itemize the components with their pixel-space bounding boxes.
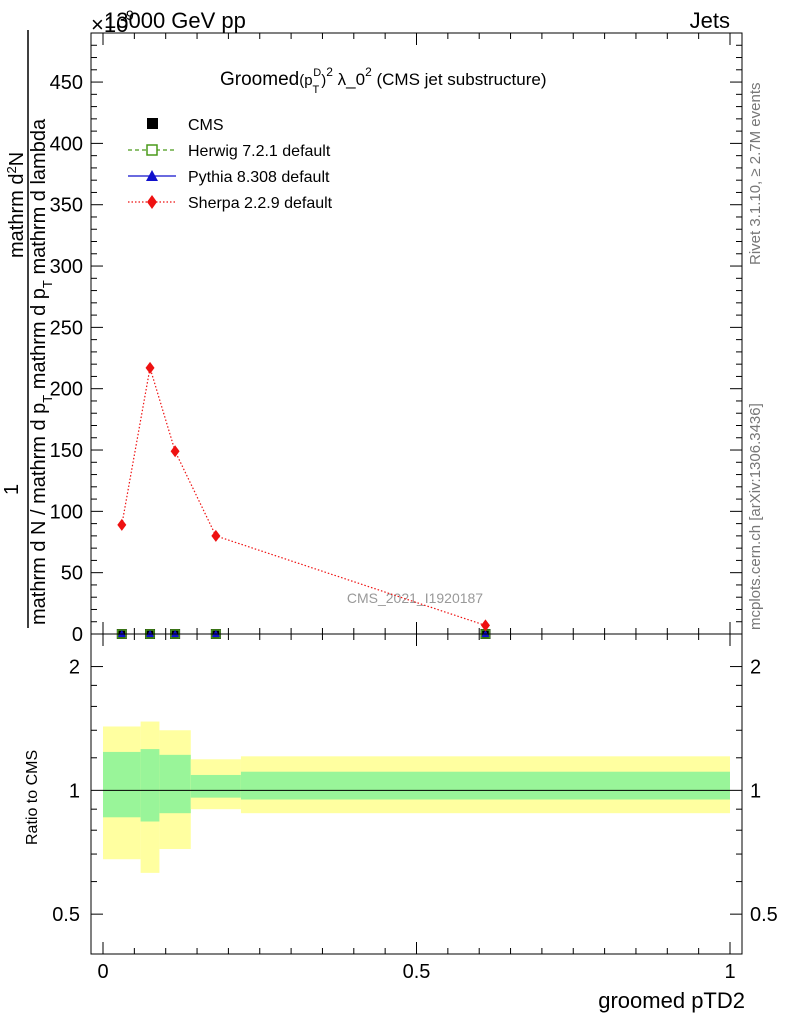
process-label: Jets [690, 8, 730, 33]
main-y-tick-label: 100 [50, 501, 83, 523]
sherpa-point [170, 445, 180, 458]
main-y-tick-labels: 0 50 100 150 200 250 300 350 400 450 [50, 72, 83, 646]
x-tick-label: 0 [97, 961, 108, 983]
series-line-sherpa [121, 367, 486, 626]
ylabel-denominator: mathrm d N / mathrm d pT mathrm d pT mat… [28, 118, 55, 625]
ylabel-numerator: mathrm d2N [4, 152, 28, 258]
stat-uncertainty-band [240, 771, 730, 800]
ratio-y-tick-label-right: 0.5 [750, 904, 778, 926]
ratio-y-tick-labels: 0.5 0.5 1 1 2 2 [52, 657, 778, 927]
legend-item-pythia: Pythia 8.308 default [128, 169, 330, 186]
legend: CMS Herwig 7.2.1 default Pythia 8.308 de… [128, 117, 333, 212]
main-y-tick-label: 350 [50, 195, 83, 217]
ratio-y-ticks [91, 666, 742, 955]
legend-marker-cms [147, 118, 158, 129]
stat-uncertainty-band [140, 749, 160, 822]
stat-uncertainty-band [159, 754, 191, 814]
main-y-tick-label: 200 [50, 379, 83, 401]
ratio-ylabel: Ratio to CMS [24, 750, 41, 845]
legend-marker-sherpa [147, 195, 157, 209]
mcplots-label: mcplots.cern.ch [arXiv:1306.3436] [747, 403, 764, 630]
ratio-y-tick-label-right: 1 [750, 780, 761, 802]
legend-label-pythia: Pythia 8.308 default [188, 169, 330, 186]
legend-item-cms: CMS [147, 117, 224, 134]
main-y-tick-label: 450 [50, 72, 83, 94]
main-x-ticks [102, 33, 731, 634]
rivet-label: Rivet 3.1.10, ≥ 2.7M events [747, 83, 764, 266]
energy-label: 13000 GeV pp [104, 8, 246, 33]
main-y-tick-label: 250 [50, 317, 83, 339]
stat-uncertainty-band [190, 774, 241, 798]
ratio-x-ticks [102, 634, 731, 954]
x-axis-label: groomed pTD2 [598, 988, 745, 1013]
sherpa-point [117, 518, 127, 531]
watermark: CMS_2021_I1920187 [347, 590, 483, 606]
ratio-panel: 0.5 0.51 12 2 0 0.5 1 Ratio to CMS groomed pT… [24, 633, 778, 1013]
main-y-tick-label: 0 [72, 624, 83, 646]
sherpa-point [211, 529, 221, 542]
legend-label-herwig: Herwig 7.2.1 default [188, 143, 331, 160]
main-y-tick-label: 300 [50, 256, 83, 278]
ratio-y-tick-label: 2 [69, 657, 80, 679]
legend-marker-pythia [146, 170, 158, 181]
legend-item-herwig: Herwig 7.2.1 default [128, 143, 331, 160]
sherpa-point [145, 361, 155, 374]
ratio-bands [103, 721, 730, 873]
stat-uncertainty-band [103, 751, 141, 818]
main-y-tick-label: 400 [50, 133, 83, 155]
ratio-y-tick-label: 0.5 [52, 904, 80, 926]
x-tick-labels: 0 0.5 1 [97, 961, 735, 983]
main-y-tick-label: 50 [61, 563, 83, 585]
exponent-value: 9 [126, 7, 134, 23]
plot-title: Groomed(pTD)2 λ_02 (CMS jet substructure… [220, 65, 547, 96]
legend-label-sherpa: Sherpa 2.2.9 default [188, 195, 333, 212]
ylabel-one: 1 [1, 484, 23, 495]
ratio-y-tick-label-right: 2 [750, 657, 761, 679]
main-y-tick-label: 150 [50, 440, 83, 462]
main-ylabel: mathrm d2N 1 mathrm d N / mathrm d pT ma… [1, 30, 55, 628]
x-tick-label: 1 [724, 961, 735, 983]
x-tick-label: 0.5 [403, 961, 431, 983]
legend-item-sherpa: Sherpa 2.2.9 default [128, 195, 333, 212]
ratio-y-tick-label: 1 [69, 780, 80, 802]
legend-label-cms: CMS [188, 117, 224, 134]
sherpa-point [480, 619, 490, 632]
legend-marker-herwig [146, 144, 158, 156]
